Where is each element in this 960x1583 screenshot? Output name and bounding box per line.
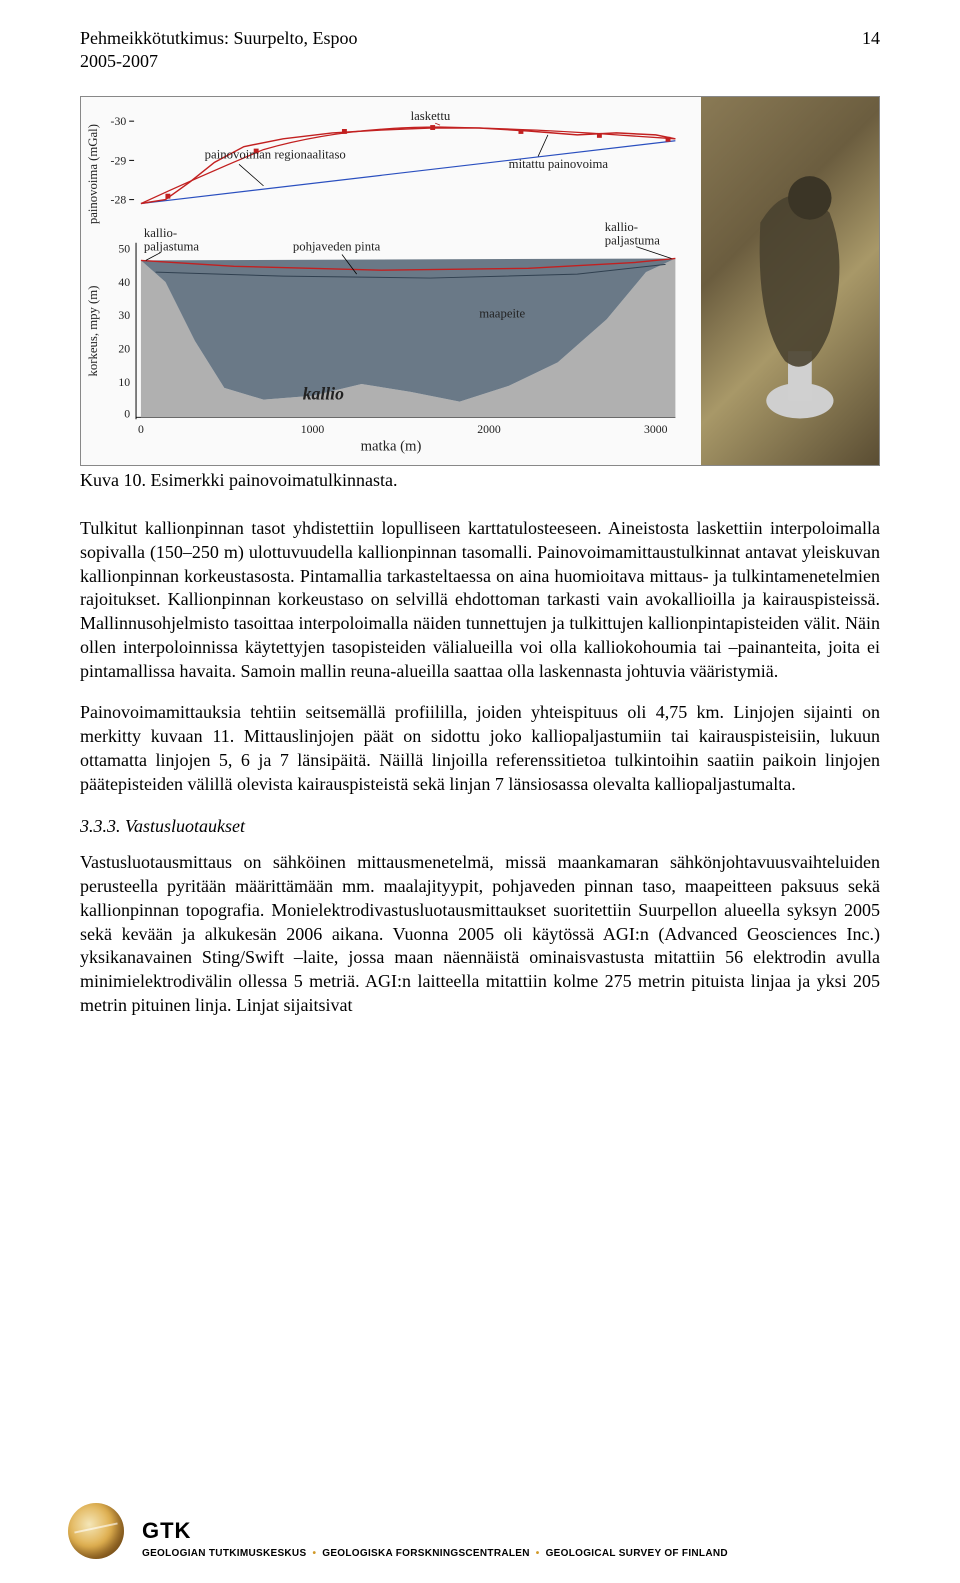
body-para-2: Painovoimamittauksia tehtiin seitsemällä… — [80, 701, 880, 796]
svg-text:0: 0 — [124, 407, 130, 420]
photo-panel — [701, 97, 879, 465]
x-label: matka (m) — [361, 439, 422, 455]
svg-text:1000: 1000 — [301, 423, 325, 436]
body-para-1: Tulkitut kallionpinnan tasot yhdistettii… — [80, 517, 880, 683]
svg-text:0: 0 — [138, 423, 144, 436]
profile-svg: painovoima (mGal) -30 -29 -28 — [87, 103, 695, 459]
y-lower-ticks: 50 40 30 20 10 0 — [118, 243, 130, 421]
body-para-3: Vastusluotausmittaus on sähköinen mittau… — [80, 851, 880, 1017]
doc-years: 2005-2007 — [80, 51, 880, 72]
label-bedrock: kallio — [303, 384, 344, 404]
label-regional: painovoiman regionaalitaso — [205, 147, 346, 161]
header-row: Pehmeikkötutkimus: Suurpelto, Espoo 14 — [80, 28, 880, 49]
svg-text:3000: 3000 — [644, 423, 668, 436]
page-number: 14 — [862, 28, 880, 49]
gtk-logo-icon — [68, 1503, 124, 1559]
svg-text:-29: -29 — [111, 154, 127, 167]
svg-text:10: 10 — [118, 376, 130, 389]
svg-text:-28: -28 — [111, 194, 127, 207]
gtk-acronym: GTK — [142, 1518, 880, 1544]
footer-org-c: GEOLOGICAL SURVEY OF FINLAND — [546, 1548, 728, 1559]
figure-caption: Kuva 10. Esimerkki painovoimatulkinnasta… — [80, 470, 880, 491]
doc-title: Pehmeikkötutkimus: Suurpelto, Espoo — [80, 28, 358, 49]
y-upper-label: painovoima (mGal) — [87, 124, 100, 224]
label-outcrop-right: kallio- — [605, 220, 638, 234]
label-outcrop-left2: paljastuma — [144, 240, 200, 254]
label-measured: mitattu painovoima — [509, 157, 609, 171]
label-computed: laskettu — [411, 109, 451, 123]
svg-text:2000: 2000 — [477, 423, 501, 436]
footer: GTK GEOLOGIAN TUTKIMUSKESKUS•GEOLOGISKA … — [0, 1503, 960, 1559]
svg-text:40: 40 — [118, 276, 130, 289]
label-soil: maapeite — [479, 306, 525, 320]
footer-orgs: GEOLOGIAN TUTKIMUSKESKUS•GEOLOGISKA FORS… — [142, 1548, 880, 1559]
svg-text:50: 50 — [118, 243, 130, 256]
label-outcrop-right2: paljastuma — [605, 234, 661, 248]
y-lower-label: korkeus, mpy (m) — [87, 286, 100, 377]
label-groundwater: pohjaveden pinta — [293, 240, 381, 254]
figure-chart: painovoima (mGal) -30 -29 -28 — [80, 96, 880, 466]
svg-text:20: 20 — [118, 343, 130, 356]
fieldwork-photo-icon — [701, 97, 879, 465]
footer-org-a: GEOLOGIAN TUTKIMUSKESKUS — [142, 1548, 306, 1559]
footer-org-b: GEOLOGISKA FORSKNINGSCENTRALEN — [322, 1548, 530, 1559]
subheading: 3.3.3. Vastusluotaukset — [80, 816, 880, 837]
label-outcrop-left: kallio- — [144, 226, 177, 240]
chart-panel: painovoima (mGal) -30 -29 -28 — [81, 97, 701, 465]
svg-text:30: 30 — [118, 309, 130, 322]
svg-text:-30: -30 — [111, 115, 127, 128]
footer-text: GTK GEOLOGIAN TUTKIMUSKESKUS•GEOLOGISKA … — [142, 1518, 880, 1559]
x-ticks: 0 1000 2000 3000 — [138, 423, 668, 436]
y-upper-ticks: -30 -29 -28 — [111, 115, 135, 206]
